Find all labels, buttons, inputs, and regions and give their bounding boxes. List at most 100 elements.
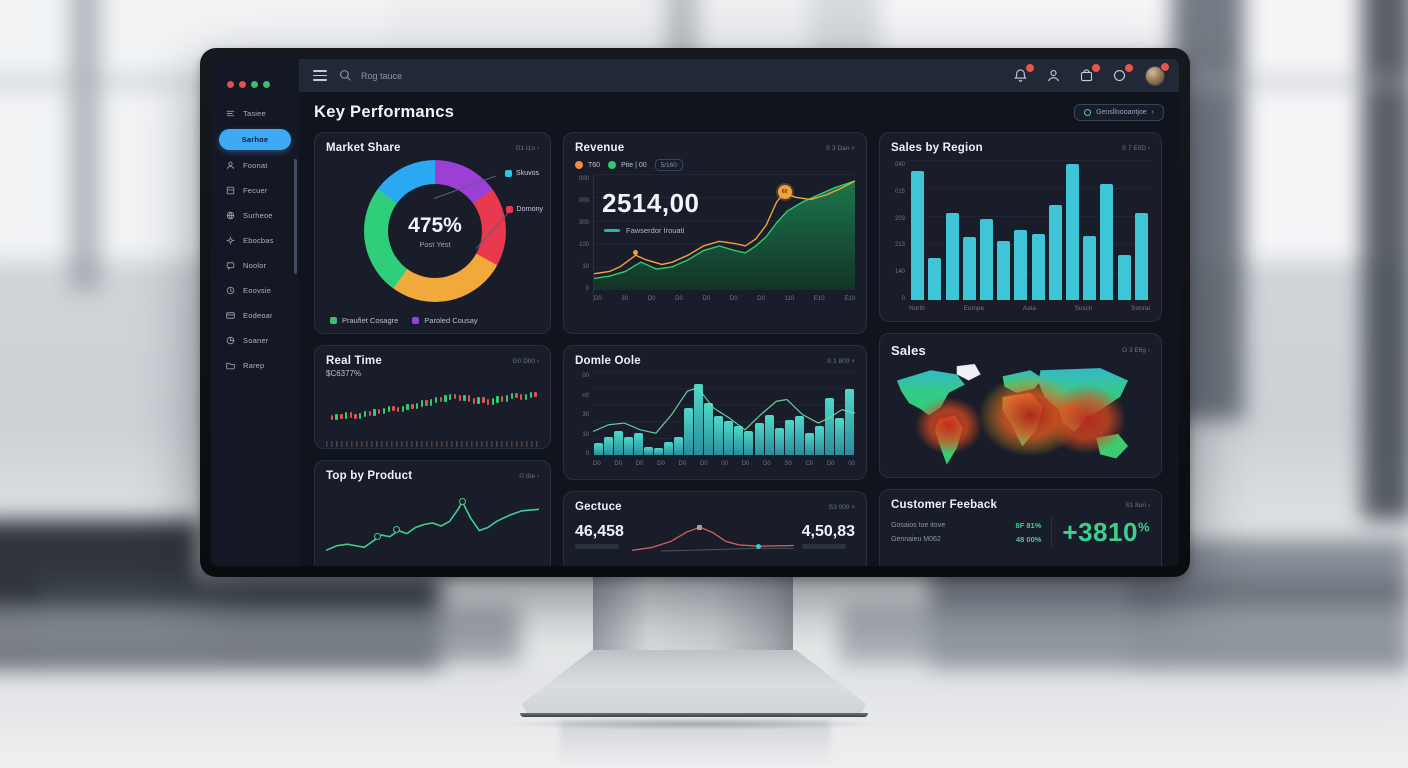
bar[interactable] <box>835 418 845 455</box>
bar[interactable] <box>1117 255 1131 300</box>
domle-oole-card: Domle Oole S 1 800 × 00 n0 30 10 0 <box>563 345 867 480</box>
bar[interactable] <box>674 436 684 455</box>
sidebar-item-surheoe[interactable]: Surheoe <box>211 204 299 227</box>
card-action[interactable]: S 7 E0D › <box>1121 144 1150 152</box>
bar[interactable] <box>997 241 1011 300</box>
card-action[interactable]: © t0e › <box>519 472 539 480</box>
sales-by-region-card: Sales by Region S 7 E0D › 040 015 203 213 14… <box>879 132 1162 322</box>
bar[interactable] <box>754 423 764 455</box>
bar[interactable] <box>684 407 694 455</box>
card-action[interactable]: S1 8un › <box>1125 501 1150 509</box>
sidebar-item-label: Soaner <box>243 336 269 345</box>
bar[interactable] <box>623 436 633 455</box>
avatar[interactable] <box>1145 61 1170 86</box>
bar[interactable] <box>979 218 993 300</box>
window-controls[interactable] <box>211 69 299 102</box>
y-axis-labels: 00 n0 30 10 0 <box>582 373 589 457</box>
bar[interactable] <box>704 402 714 455</box>
bar[interactable] <box>663 441 673 455</box>
sidebar-item-label: Surheoe <box>243 211 273 220</box>
bar[interactable] <box>603 436 613 455</box>
bar[interactable] <box>928 258 942 300</box>
sidebar-item-sarhoe[interactable]: Sarhoe <box>219 129 291 150</box>
bar[interactable] <box>1100 183 1114 300</box>
card-action[interactable]: G0 D00 › <box>512 357 539 365</box>
card-action[interactable]: S 1 800 × <box>826 357 855 365</box>
filter-button[interactable]: Genslloooantjoe › <box>1074 104 1164 121</box>
real-time-value: $C6377% <box>326 369 362 378</box>
bar[interactable] <box>794 416 804 455</box>
bar[interactable] <box>633 433 643 455</box>
y-axis-labels: 040 015 203 213 140 0 <box>894 162 905 302</box>
card-action[interactable]: S3 000 × <box>828 503 855 511</box>
bar[interactable] <box>814 426 824 455</box>
bar[interactable] <box>774 428 784 455</box>
bar[interactable] <box>1048 204 1062 300</box>
bar[interactable] <box>764 414 774 455</box>
bar[interactable] <box>945 213 959 300</box>
product-line-chart[interactable] <box>326 488 539 564</box>
bar[interactable] <box>653 448 663 455</box>
bar[interactable] <box>784 419 794 455</box>
x-axis-labels: D0 D0 D0 D0 D0 D0 00 D0 D0 S0 C0 D0 00 <box>593 461 855 467</box>
window-dot[interactable] <box>263 81 270 88</box>
bar[interactable] <box>1065 164 1079 300</box>
sidebar-item-tasiee[interactable]: Tasiee <box>211 102 299 125</box>
bar[interactable] <box>714 416 724 455</box>
bag-icon[interactable] <box>1079 62 1101 84</box>
filter-button-label: Genslloooantjoe <box>1096 109 1147 116</box>
bar[interactable] <box>824 397 834 455</box>
bar[interactable] <box>845 389 855 455</box>
bar[interactable] <box>694 384 704 455</box>
y-axis-labels: 000 000 300 100 10 0 <box>578 176 589 292</box>
sidebar-scrollbar[interactable] <box>294 159 297 274</box>
bar[interactable] <box>734 426 744 455</box>
market-share-donut-chart[interactable] <box>364 160 506 302</box>
search-input[interactable]: Rog tauce <box>339 69 1001 82</box>
sidebar-item-foonat[interactable]: Foonat <box>211 154 299 177</box>
bar[interactable] <box>643 446 653 455</box>
window-dot[interactable] <box>239 81 246 88</box>
bar[interactable] <box>1134 213 1148 300</box>
sidebar-item-noolor[interactable]: Noolor <box>211 254 299 277</box>
bar[interactable] <box>1031 234 1045 300</box>
window-dot[interactable] <box>251 81 258 88</box>
bar[interactable] <box>724 421 734 455</box>
sidebar-item-eodeoar[interactable]: Eodeoar <box>211 304 299 327</box>
gectuce-sparkline[interactable] <box>632 519 794 553</box>
card-title: Sales by Region <box>891 142 983 154</box>
bar[interactable] <box>613 431 623 455</box>
sidebar-item-soaner[interactable]: Soaner <box>211 329 299 352</box>
revenue-chart[interactable]: 2514,00 Fawserdor Irouati <box>593 174 855 302</box>
world-map-heatmap[interactable] <box>891 362 1150 480</box>
hamburger-menu-icon[interactable] <box>313 70 327 81</box>
bar[interactable] <box>744 431 754 455</box>
sidebar-item-rarep[interactable]: Rarep <box>211 354 299 377</box>
gectuce-right-value: 4,50,83 <box>801 523 855 540</box>
bar[interactable] <box>593 443 603 455</box>
bar[interactable] <box>804 433 814 455</box>
revenue-legend-pill[interactable]: 5/160 <box>654 159 683 171</box>
sidebar-item-ebocbas[interactable]: Ebocbas <box>211 229 299 252</box>
bar[interactable] <box>1083 235 1097 300</box>
card-action[interactable]: S 3 Dan × <box>825 144 855 152</box>
candlestick-chart[interactable] <box>326 384 539 436</box>
monitor-stand-base <box>521 650 867 716</box>
gectuce-left-sub <box>575 544 619 549</box>
region-bar-chart[interactable]: North Eumpe Aala Susch Sonrai <box>909 160 1150 312</box>
card-action[interactable]: G1 I1o › <box>515 144 539 152</box>
sidebar-item-eoovsie[interactable]: Eoovsie <box>211 279 299 302</box>
card-action[interactable]: G 3 E6g › <box>1122 347 1150 354</box>
bell-icon[interactable] <box>1013 62 1035 84</box>
gectuce-right-sub <box>801 544 846 549</box>
window-dot[interactable] <box>227 81 234 88</box>
alert-icon[interactable] <box>1112 62 1134 84</box>
bar[interactable] <box>962 237 976 300</box>
notification-badge <box>1025 62 1035 73</box>
domle-bar-chart[interactable]: D0 D0 D0 D0 D0 D0 00 D0 D0 S0 C0 D0 00 <box>593 371 855 467</box>
bar[interactable] <box>911 171 925 300</box>
spark-marker-square <box>697 524 703 530</box>
user-icon[interactable] <box>1046 68 1062 84</box>
bar[interactable] <box>1014 230 1028 300</box>
sidebar-item-fecuer[interactable]: Fecuer <box>211 179 299 202</box>
